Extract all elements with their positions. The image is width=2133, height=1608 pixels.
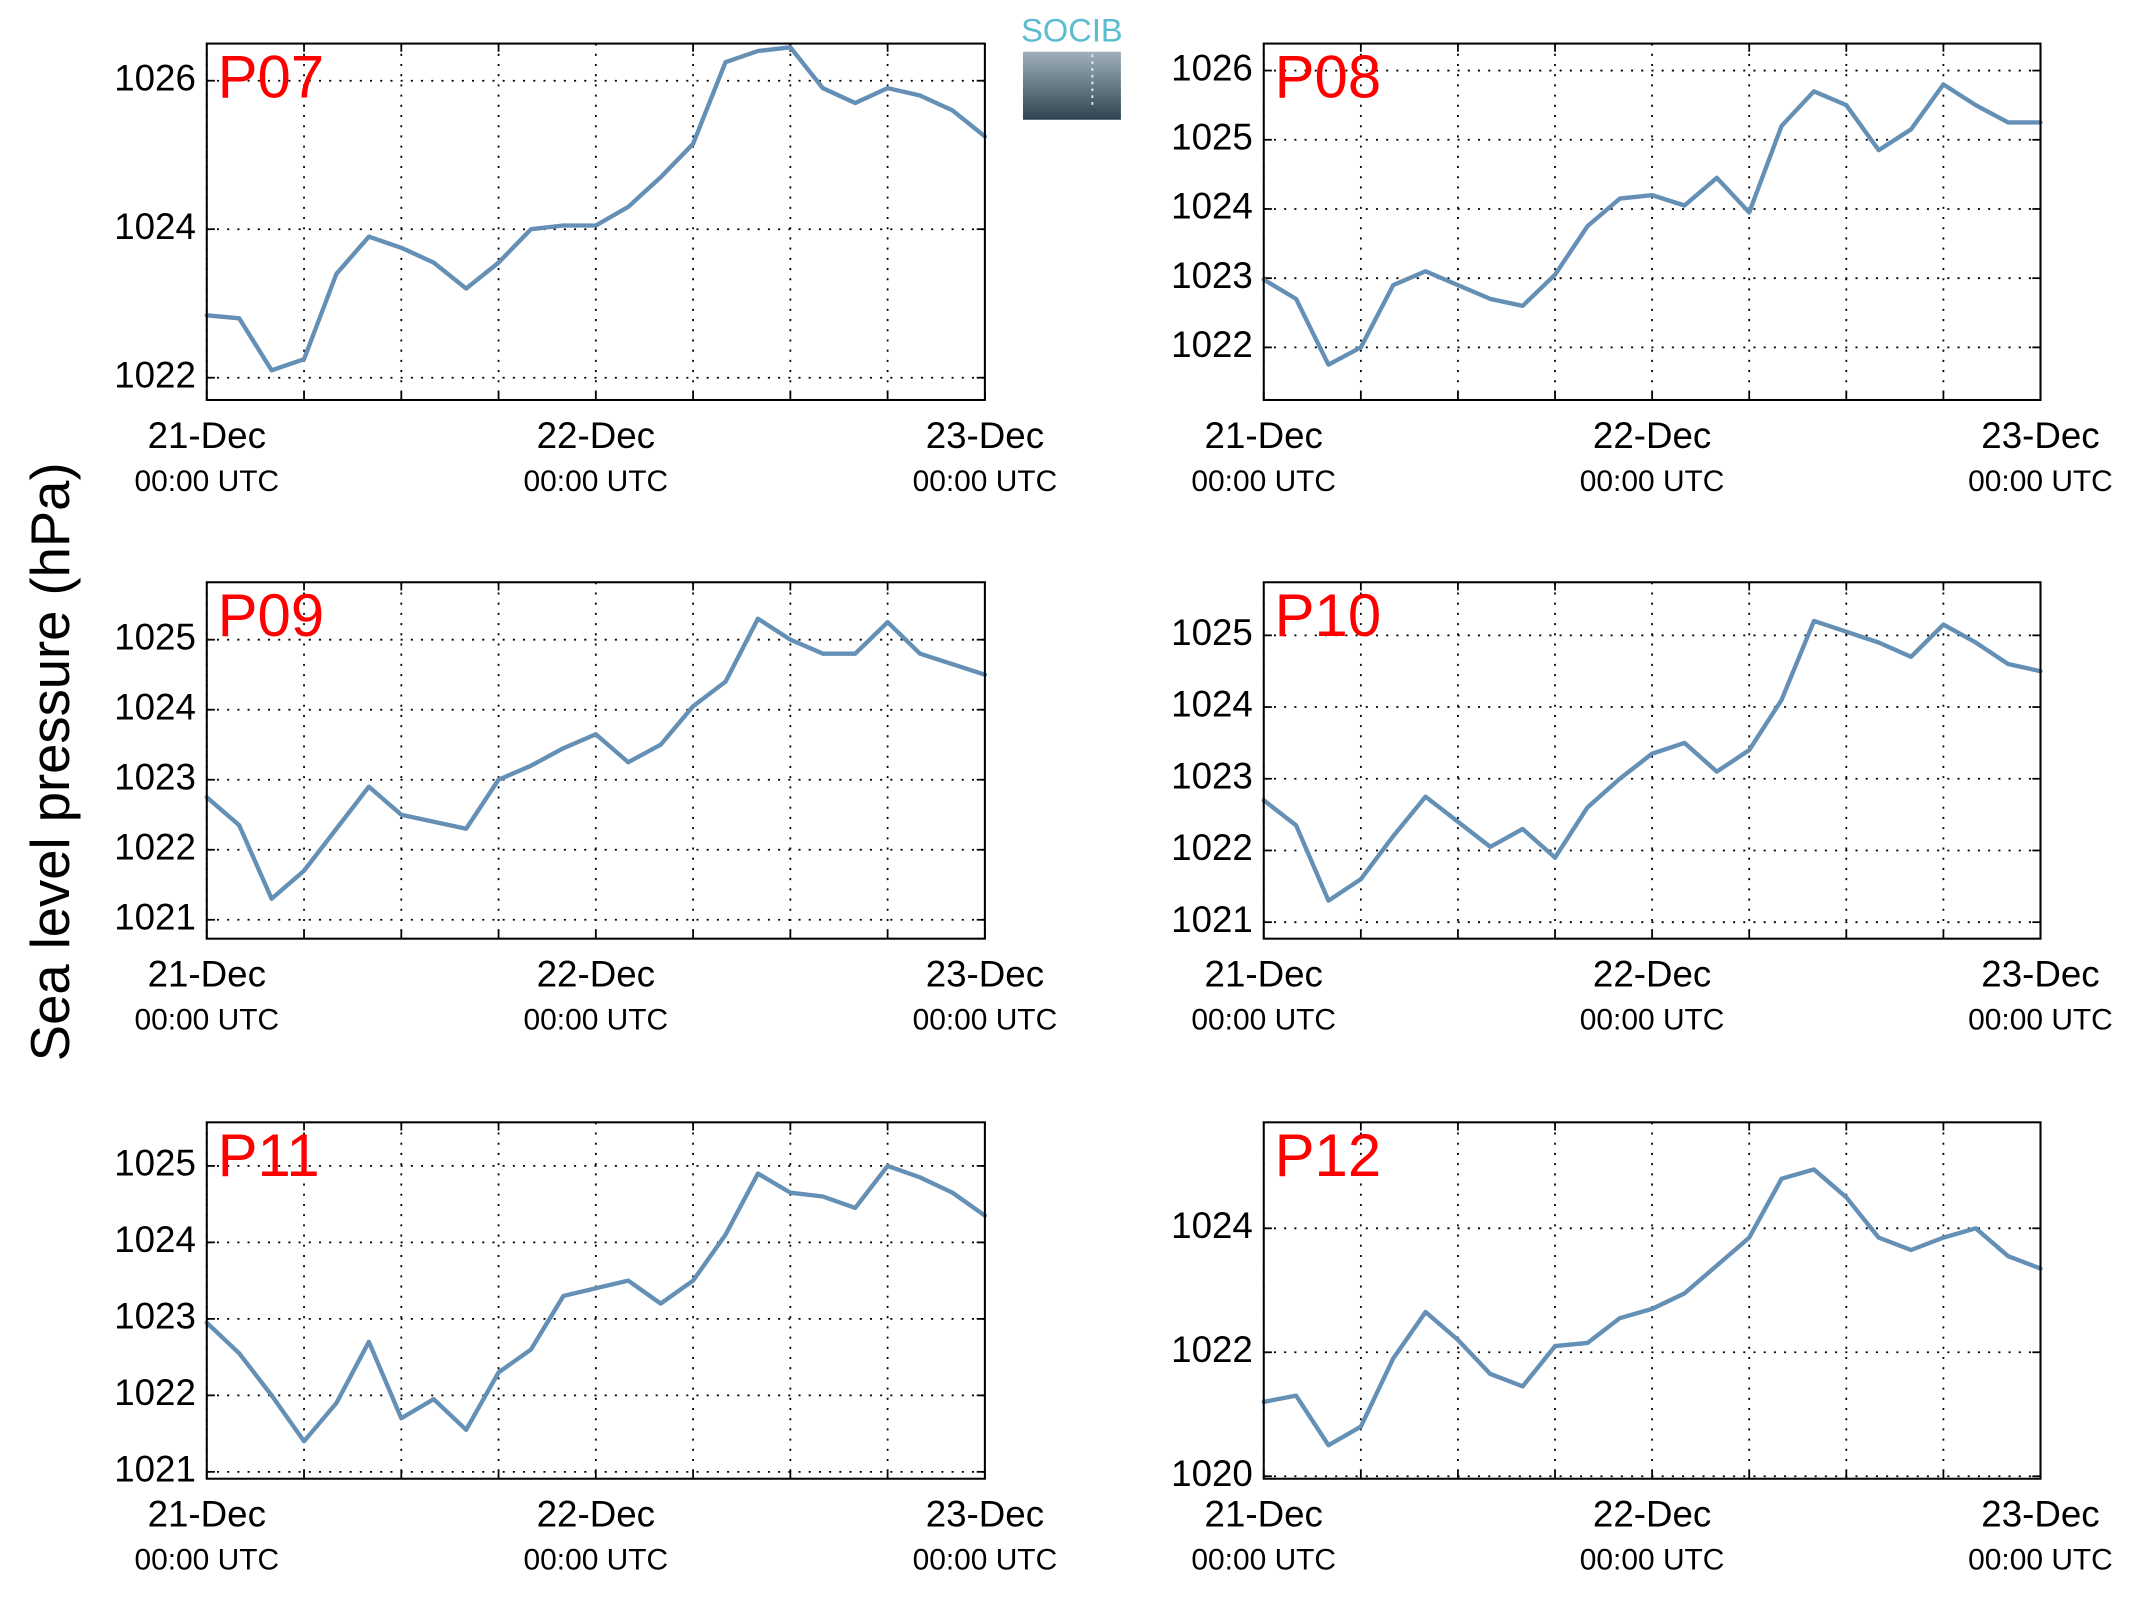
data-line — [204, 45, 988, 373]
x-tick-label: 23-Dec — [1981, 1494, 2099, 1535]
y-tick-label: 1023 — [1171, 755, 1253, 796]
logo-text: SOCIB — [1021, 11, 1123, 48]
y-tick-label: 1021 — [114, 1449, 196, 1490]
panel-title: P10 — [1275, 582, 1381, 649]
x-tick-sublabel: 00:00 UTC — [913, 1544, 1058, 1577]
y-tick-label: 1025 — [1171, 612, 1253, 653]
y-tick-label: 1026 — [114, 57, 196, 98]
y-tick-label: 1024 — [114, 206, 196, 247]
logo-block — [1022, 51, 1121, 120]
x-tick-sublabel: 00:00 UTC — [1968, 1544, 2113, 1577]
data-line — [204, 1163, 988, 1444]
x-tick-sublabel: 00:00 UTC — [524, 1004, 669, 1037]
plot-frame — [1262, 581, 2042, 940]
plot-frame — [205, 1121, 986, 1480]
y-tick-label: 1025 — [114, 1143, 196, 1184]
y-tick-label: 1024 — [114, 686, 196, 727]
x-tick-label: 23-Dec — [1981, 953, 2099, 994]
data-line — [1261, 1167, 2043, 1448]
y-tick-label: 1021 — [1171, 899, 1253, 940]
plot-frame — [205, 581, 986, 940]
y-axis-label: Sea level pressure (hPa) — [20, 462, 81, 1061]
x-tick-label: 21-Dec — [148, 1494, 266, 1535]
y-tick-label: 1020 — [1171, 1453, 1253, 1494]
x-tick-label: 23-Dec — [926, 415, 1044, 456]
y-tick-label: 1022 — [1171, 1329, 1253, 1370]
x-tick-sublabel: 00:00 UTC — [1580, 1004, 1725, 1037]
x-tick-label: 22-Dec — [537, 415, 655, 456]
panel: 1020 1022 1024 21-Dec 00:00 UTC 22-Dec 00:00 U… — [1171, 1121, 2113, 1577]
y-tick-label: 1024 — [1171, 1205, 1253, 1246]
x-tick-label: 23-Dec — [926, 1494, 1044, 1535]
panel-title: P08 — [1275, 43, 1381, 110]
y-tick-label: 1025 — [114, 616, 196, 657]
x-tick-sublabel: 00:00 UTC — [134, 465, 279, 498]
y-tick-label: 1026 — [1171, 47, 1253, 88]
plot-frame — [205, 42, 986, 402]
x-tick-label: 21-Dec — [148, 415, 266, 456]
y-tick-label: 1024 — [114, 1219, 196, 1260]
x-tick-label: 22-Dec — [1593, 1494, 1711, 1535]
panel-title: P09 — [218, 582, 324, 649]
x-tick-sublabel: 00:00 UTC — [1191, 1544, 1336, 1577]
x-tick-sublabel: 00:00 UTC — [1580, 465, 1725, 498]
x-tick-sublabel: 00:00 UTC — [913, 1004, 1058, 1037]
plot-frame — [1262, 42, 2042, 402]
x-tick-label: 22-Dec — [537, 1494, 655, 1535]
x-tick-sublabel: 00:00 UTC — [1968, 465, 2113, 498]
y-tick-label: 1022 — [1171, 324, 1253, 365]
data-line — [204, 616, 988, 901]
x-tick-sublabel: 00:00 UTC — [1580, 1544, 1725, 1577]
y-tick-label: 1025 — [1171, 116, 1253, 157]
data-line — [1261, 618, 2043, 903]
x-tick-label: 23-Dec — [1981, 415, 2099, 456]
x-tick-label: 21-Dec — [1205, 953, 1323, 994]
x-tick-label: 22-Dec — [537, 953, 655, 994]
panel: 1022 1024 1026 21-Dec 00:00 UTC 22-Dec 00:00 U… — [114, 42, 1058, 498]
x-tick-sublabel: 00:00 UTC — [134, 1004, 279, 1037]
y-tick-label: 1022 — [114, 1372, 196, 1413]
panel-title: P07 — [218, 43, 324, 110]
y-tick-label: 1022 — [114, 826, 196, 867]
x-tick-sublabel: 00:00 UTC — [524, 1544, 669, 1577]
y-tick-label: 1023 — [1171, 255, 1253, 296]
plot-frame — [1262, 1121, 2042, 1480]
panel: 1021 1022 1023 1024 1025 21-Dec 00:00 UTC 22-De… — [114, 581, 1058, 1037]
panel: 1022 1023 1024 1025 1026 21-Dec 00:00 UTC 22-De… — [1171, 42, 2113, 498]
y-tick-label: 1023 — [114, 756, 196, 797]
y-tick-label: 1022 — [114, 354, 196, 395]
x-tick-sublabel: 00:00 UTC — [913, 465, 1058, 498]
data-line — [1261, 82, 2043, 367]
y-tick-label: 1023 — [114, 1296, 196, 1337]
x-tick-label: 21-Dec — [148, 953, 266, 994]
x-tick-sublabel: 00:00 UTC — [134, 1544, 279, 1577]
x-tick-label: 21-Dec — [1205, 1494, 1323, 1535]
x-tick-label: 23-Dec — [926, 953, 1044, 994]
x-tick-label: 22-Dec — [1593, 953, 1711, 994]
y-tick-label: 1022 — [1171, 827, 1253, 868]
y-tick-label: 1024 — [1171, 186, 1253, 227]
panel-title: P12 — [1275, 1122, 1381, 1189]
x-tick-label: 21-Dec — [1205, 415, 1323, 456]
panel: 1021 1022 1023 1024 1025 21-Dec 00:00 UTC 22-De… — [1171, 581, 2113, 1037]
x-tick-sublabel: 00:00 UTC — [1191, 1004, 1336, 1037]
panel: 1021 1022 1023 1024 1025 21-Dec 00:00 UTC 22-De… — [114, 1121, 1058, 1577]
panel-title: P11 — [218, 1122, 320, 1189]
x-tick-sublabel: 00:00 UTC — [524, 465, 669, 498]
y-tick-label: 1021 — [114, 896, 196, 937]
x-tick-sublabel: 00:00 UTC — [1191, 465, 1336, 498]
x-tick-sublabel: 00:00 UTC — [1968, 1004, 2113, 1037]
x-tick-label: 22-Dec — [1593, 415, 1711, 456]
y-tick-label: 1024 — [1171, 684, 1253, 725]
